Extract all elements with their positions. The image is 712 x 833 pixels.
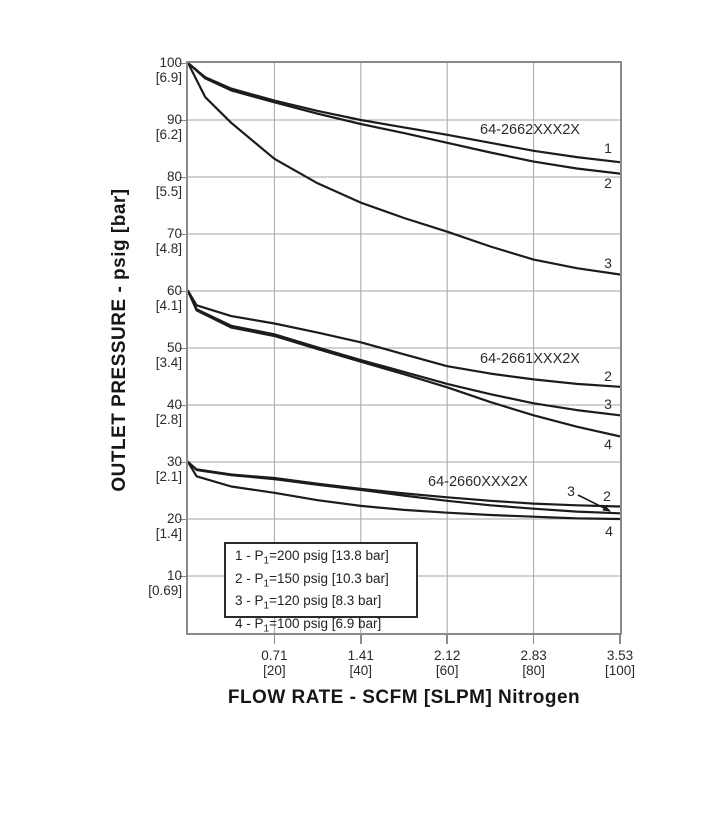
x-tick-scfm: 0.71 — [261, 648, 288, 663]
curves-canvas: 64-2662XXX2X 1 2 3 64-2661XXX2X 2 3 4 64-2660XXX… — [188, 63, 620, 633]
y-tick-psig: 70 — [166, 226, 182, 241]
x-axis-tickmark — [532, 635, 535, 644]
x-tick-label: 2.83 [80] — [499, 648, 569, 678]
y-tick-bar: [0.69] — [148, 583, 182, 598]
x-axis-tickmark — [360, 635, 362, 644]
y-axis-tickmark — [179, 347, 187, 349]
y-tick-bar: [3.4] — [155, 355, 182, 370]
x-tick-label: 3.53 [100] — [585, 648, 655, 678]
curve3-pointer-arrow — [577, 494, 611, 512]
x-tick-scfm: 3.53 — [606, 648, 634, 663]
y-tick-bar: [2.1] — [155, 469, 182, 484]
legend-box: 1 - P1=200 psig [13.8 bar] 2 - P1=150 psi… — [224, 542, 418, 635]
y-tick-bar: [5.5] — [155, 184, 182, 199]
curve-number-label: 3 — [604, 255, 612, 271]
x-tick-label: 1.41 [40] — [326, 648, 396, 678]
y-tick-bar: [4.8] — [155, 241, 182, 256]
x-tick-slpm: [60] — [435, 663, 459, 678]
curve-number-label: 3 — [604, 396, 612, 412]
y-tick-label: 30 [2.1] — [82, 454, 182, 484]
x-axis-title: FLOW RATE - SCFM [SLPM] Nitrogen — [227, 687, 581, 708]
y-tick-psig: 20 — [166, 511, 182, 526]
y-tick-label: 70 [4.8] — [82, 226, 182, 256]
x-tick-scfm: 2.12 — [434, 648, 461, 663]
legend-item: 3 - P1=120 psig [8.3 bar] — [235, 593, 382, 613]
y-tick-psig: 100 — [159, 55, 182, 70]
pressure-curve — [188, 460, 620, 508]
model-label: 64-2662XXX2X — [480, 122, 580, 138]
y-axis-tickmark — [179, 461, 187, 463]
y-axis-tickmark — [179, 404, 187, 406]
y-tick-label: 40 [2.8] — [82, 397, 182, 427]
pressure-curve — [188, 63, 620, 175]
y-tick-bar: [4.1] — [155, 298, 182, 313]
y-axis-tickmark — [179, 575, 187, 577]
y-tick-psig: 10 — [166, 568, 182, 583]
curve-number-label: 2 — [604, 368, 612, 384]
y-tick-psig: 90 — [166, 112, 182, 127]
y-tick-label: 20 [1.4] — [82, 511, 182, 541]
plot-area: 64-2662XXX2X 1 2 3 64-2661XXX2X 2 3 4 64-2660XXX… — [186, 61, 622, 635]
y-tick-bar: [2.8] — [155, 412, 182, 427]
curve-number-label: 1 — [604, 140, 612, 156]
y-tick-bar: [6.2] — [155, 127, 182, 142]
x-tick-label: 0.71 [20] — [239, 648, 309, 678]
x-tick-label: 2.12 [60] — [412, 648, 482, 678]
legend-rows: 1 - P1=200 psig [13.8 bar] 2 - P1=150 psi… — [235, 547, 416, 638]
y-axis-tickmark — [179, 233, 187, 235]
x-tick-slpm: [20] — [263, 663, 286, 678]
y-tick-psig: 80 — [166, 169, 182, 184]
y-axis-tickmark — [179, 62, 187, 64]
x-tick-slpm: [100] — [604, 663, 636, 678]
x-axis-tickmark — [273, 635, 276, 644]
curve-number-label: 3 — [567, 483, 575, 499]
x-tick-scfm: 2.83 — [520, 648, 547, 663]
curve-number-label: 2 — [604, 175, 612, 191]
y-axis-tickmark — [179, 119, 187, 121]
legend-item: 2 - P1=150 psig [10.3 bar] — [235, 570, 389, 590]
pressure-curve — [188, 460, 620, 521]
y-axis-tickmark — [179, 518, 187, 520]
legend-item: 4 - P1=100 psig [6.9 bar] — [235, 616, 382, 635]
x-axis-tickmark — [446, 635, 448, 644]
pressure-curve — [188, 289, 620, 438]
y-tick-psig: 50 — [166, 340, 182, 355]
y-axis-tickmark — [179, 176, 187, 178]
curve-number-label: 2 — [603, 488, 611, 504]
y-tick-label: 90 [6.2] — [82, 112, 182, 142]
y-tick-label: 60 [4.1] — [82, 283, 182, 313]
x-tick-slpm: [40] — [349, 663, 373, 678]
model-label: 64-2660XXX2X — [428, 474, 528, 490]
y-tick-label: 100 [6.9] — [82, 55, 182, 85]
legend-item: 1 - P1=200 psig [13.8 bar] — [235, 548, 389, 567]
y-tick-psig: 40 — [166, 397, 182, 412]
y-tick-bar: [1.4] — [155, 526, 182, 541]
y-tick-label: 80 [5.5] — [82, 169, 182, 199]
y-tick-psig: 60 — [166, 283, 182, 298]
y-tick-bar: [6.9] — [155, 70, 182, 85]
y-axis-tickmark — [179, 290, 187, 292]
curve-number-label: 4 — [605, 523, 613, 539]
y-tick-label: 10 [0.69] — [82, 568, 182, 598]
pressure-curve — [188, 460, 620, 515]
y-tick-label: 50 [3.4] — [82, 340, 182, 370]
pressure-curve — [188, 63, 620, 276]
x-tick-slpm: [80] — [522, 663, 545, 678]
x-tick-scfm: 1.41 — [347, 648, 374, 663]
pressure-curve — [188, 63, 620, 164]
pressure-curve — [188, 289, 620, 417]
model-label: 64-2661XXX2X — [480, 351, 580, 367]
x-axis-tickmark — [619, 635, 621, 644]
curve-number-label: 4 — [604, 436, 612, 452]
pressure-curve — [188, 289, 620, 388]
y-tick-psig: 30 — [166, 454, 182, 469]
